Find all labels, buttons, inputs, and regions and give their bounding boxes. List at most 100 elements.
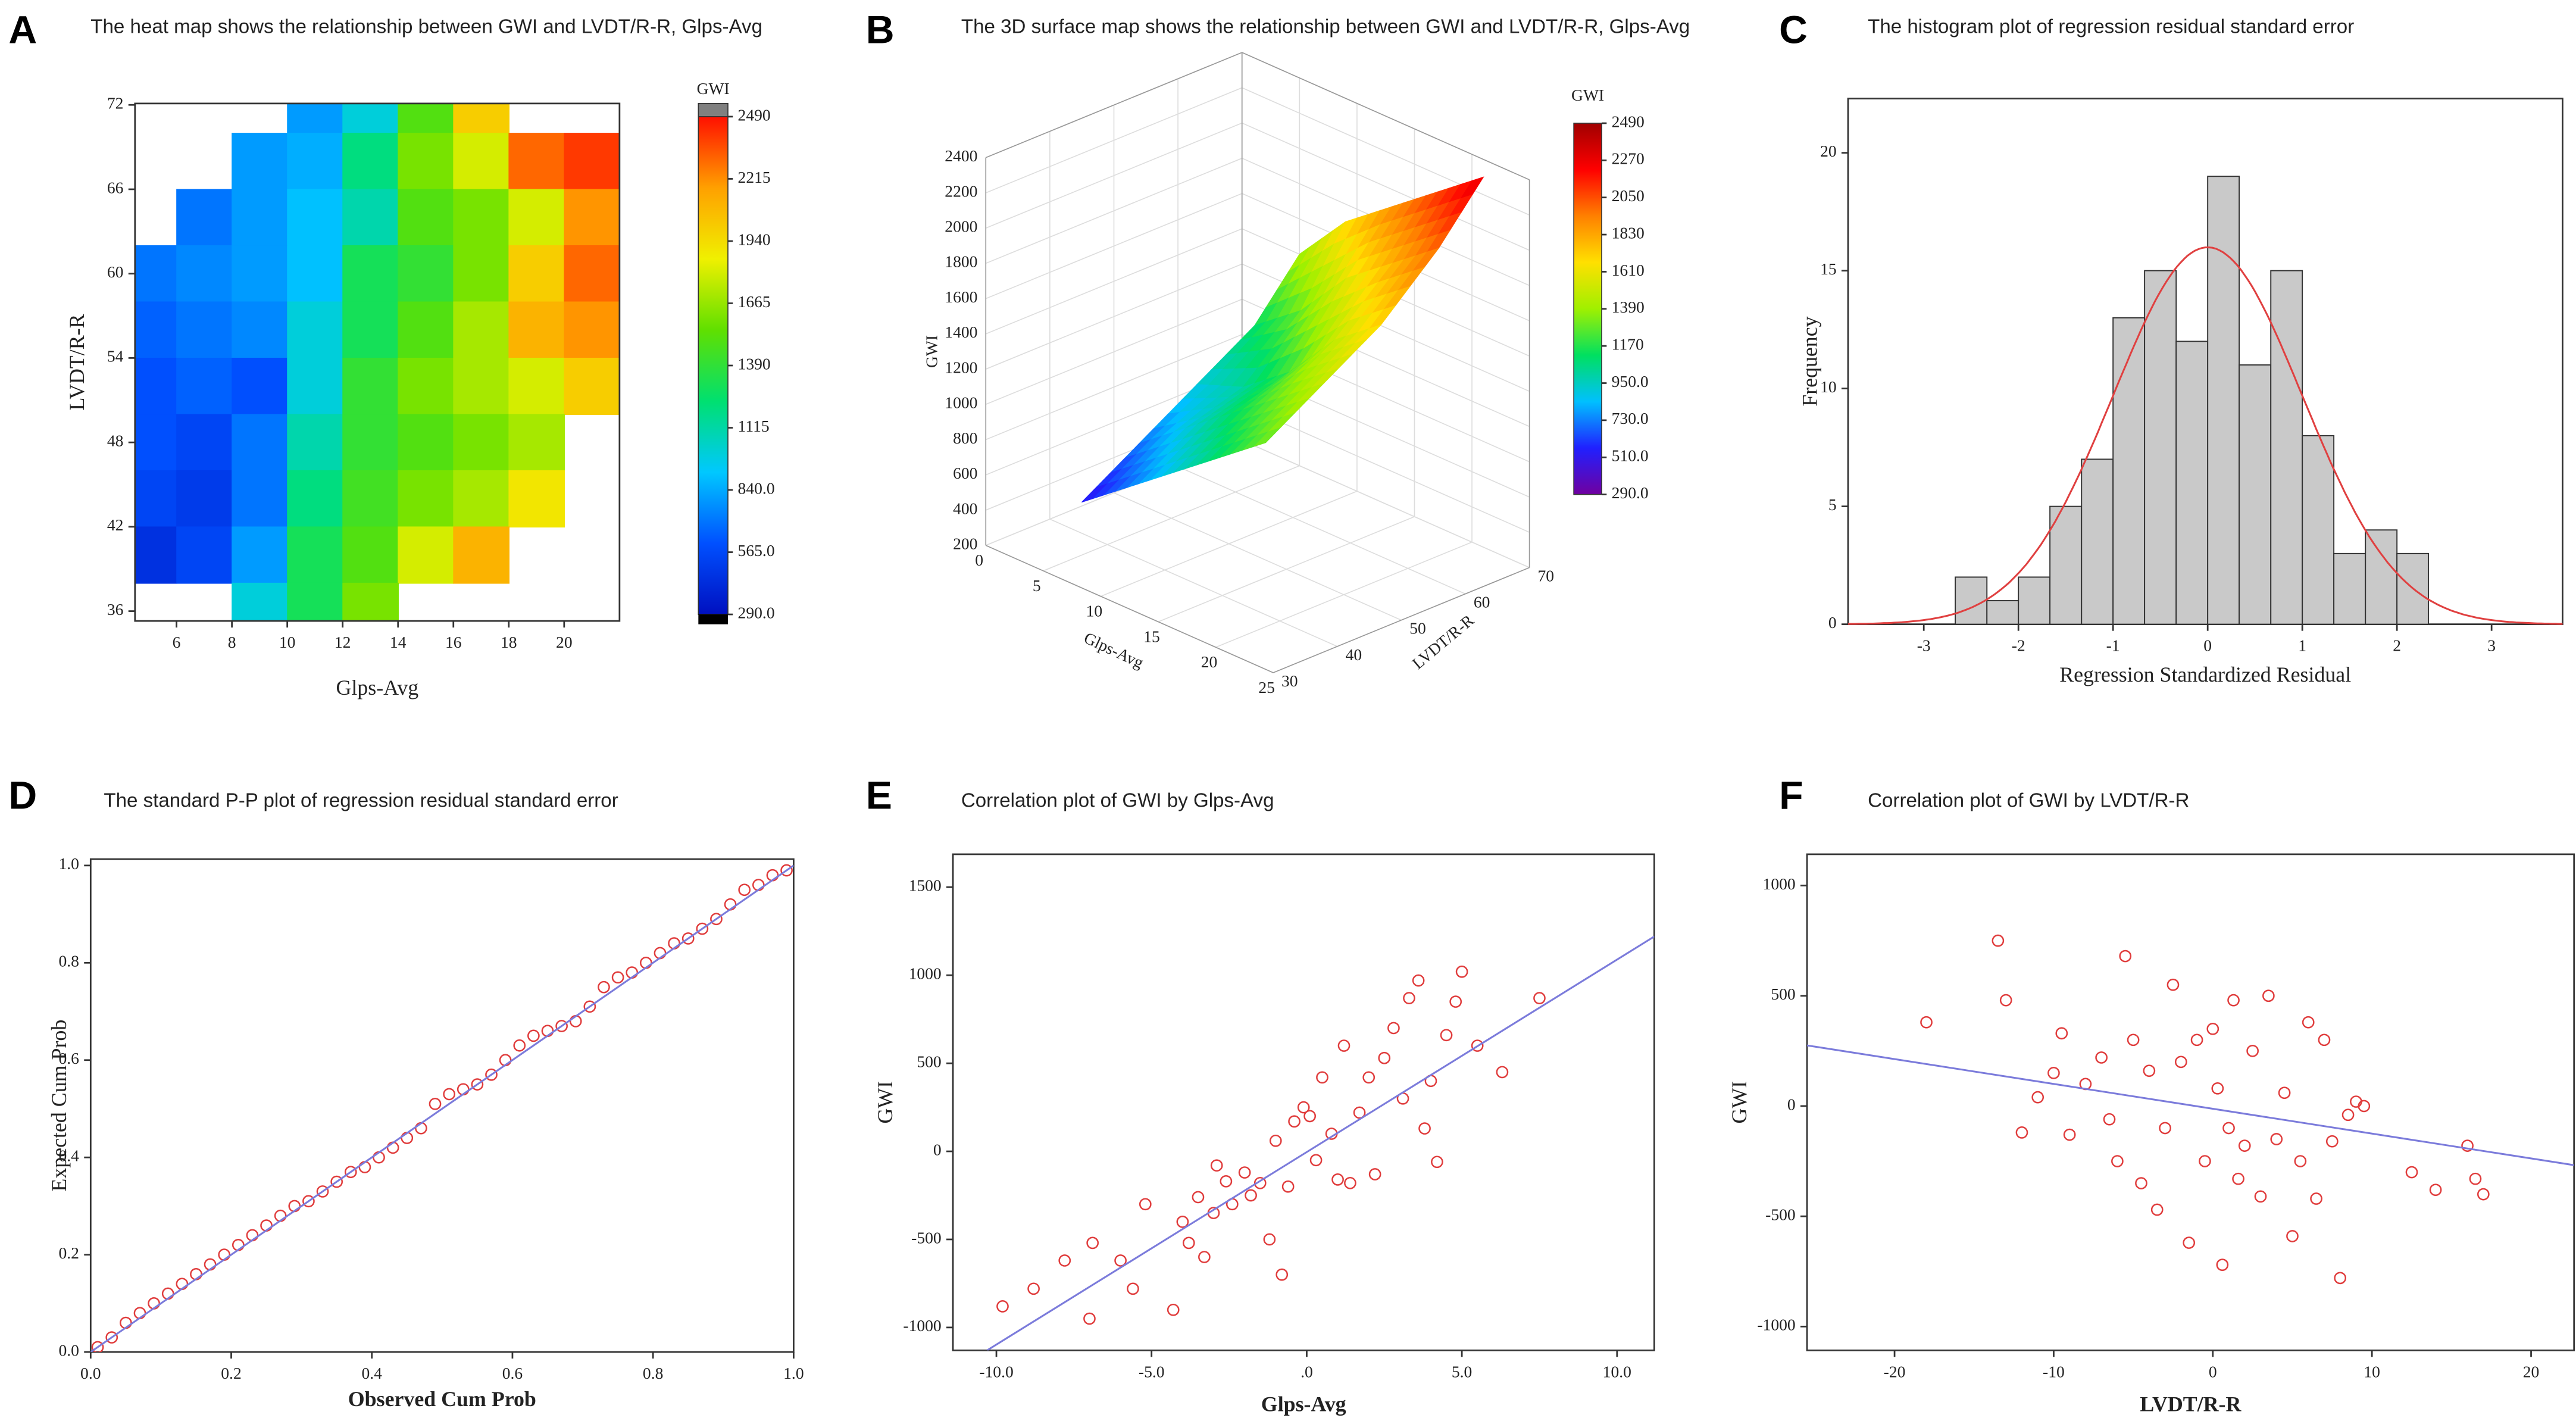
floor-grid <box>1242 439 1530 569</box>
heat-cell <box>453 357 510 416</box>
axes: -10.0 -5.0 .0 5.0 10.0 -1000 -500 0 500 1000 1500 G… <box>873 876 1631 1416</box>
heat-cell <box>342 133 399 190</box>
y-tick-label: 70 <box>1537 566 1554 585</box>
heat-cell <box>398 189 455 246</box>
point <box>2119 950 2132 963</box>
point <box>1127 1282 1139 1295</box>
heat-cell <box>342 582 399 622</box>
z-tick-label: 1600 <box>945 288 977 306</box>
point <box>2341 1108 2355 1122</box>
point <box>2477 1188 2490 1201</box>
heat-cell <box>508 133 565 190</box>
heat-cell <box>287 526 343 584</box>
point <box>2270 1133 2283 1145</box>
axes: -20 -10 0 10 20 -1000 -500 0 500 1000 LVDT/R-R GWI <box>1727 875 2539 1416</box>
point <box>681 932 695 945</box>
point <box>2278 1086 2291 1100</box>
point <box>1253 1176 1267 1189</box>
heat-cell <box>287 470 343 528</box>
bar <box>2207 176 2240 625</box>
point <box>1455 965 1468 978</box>
point <box>1210 1159 1223 1172</box>
x-axis-label: Glps-Avg <box>336 676 418 699</box>
x-tick-label: 10 <box>1086 602 1103 620</box>
y-tick-label: 0 <box>933 1140 942 1158</box>
normal-curve <box>1848 246 2563 625</box>
point <box>2159 1122 2171 1135</box>
y-tick-label: 40 <box>1346 645 1362 664</box>
x-tick-label: 8 <box>228 633 236 651</box>
heat-cell <box>176 470 233 528</box>
point <box>2227 994 2240 1007</box>
colorbar-tick-label: 840.0 <box>738 479 775 497</box>
colorbar <box>1573 123 1602 495</box>
point <box>2429 1183 2442 1197</box>
heat-cell <box>287 103 343 134</box>
point <box>1269 1134 1282 1147</box>
point <box>1331 1173 1344 1186</box>
point <box>2358 1100 2371 1113</box>
point <box>1387 1022 1400 1035</box>
panel-letter: D <box>8 774 37 818</box>
heat-cell <box>176 245 233 303</box>
heat-cell <box>176 526 233 584</box>
point <box>2015 1126 2028 1139</box>
axes: 0.0 0.2 0.4 0.6 0.8 1.0 0.0 0.2 0.4 0.6 0.8 1.0 Obse… <box>47 854 804 1411</box>
plot-area <box>90 864 794 1353</box>
heat-cell <box>342 245 399 303</box>
point <box>2103 1113 2116 1126</box>
x-tick-label: 10.0 <box>1603 1362 1631 1381</box>
x-tick-label: -5.0 <box>1139 1362 1165 1381</box>
x-tick-label: 0.2 <box>221 1364 241 1382</box>
x-tick-label: 20 <box>556 633 573 651</box>
point <box>1276 1268 1289 1281</box>
point <box>1182 1236 1195 1250</box>
heat-cell <box>453 103 510 134</box>
x-tick-label: -20 <box>1884 1362 1906 1381</box>
y-tick-label: 0.6 <box>58 1049 79 1067</box>
heat-cell <box>287 357 343 416</box>
wall-grid <box>1242 122 1530 251</box>
heat-cell <box>342 301 399 359</box>
axes: 6 8 10 12 14 16 18 20 36 42 48 54 60 66 72 Glps-Avg LVDT… <box>65 94 572 700</box>
x-axis-label: Observed Cum Prob <box>348 1387 536 1411</box>
z-tick-label: 2000 <box>945 217 977 236</box>
y-tick-label: 500 <box>917 1052 941 1070</box>
x-tick-label: 0.8 <box>643 1364 663 1382</box>
bar <box>2239 364 2272 625</box>
point <box>2190 1033 2203 1047</box>
floor-grid <box>1114 492 1402 621</box>
point <box>1238 1166 1251 1179</box>
colorbar-tick-label: 565.0 <box>738 541 775 560</box>
heat-cell <box>564 301 620 359</box>
point <box>1440 1029 1453 1042</box>
heat-cell <box>287 301 343 359</box>
bar <box>2018 576 2051 625</box>
y-tick-label: 1000 <box>909 964 942 983</box>
point <box>2063 1128 2076 1141</box>
heat-cell <box>232 470 288 528</box>
point <box>2238 1139 2251 1152</box>
colorbar-label: GWI <box>697 79 730 98</box>
point <box>2111 1155 2124 1167</box>
heat-cell <box>232 582 288 622</box>
heat-cell <box>453 301 510 359</box>
colorbar-tick-label: 2490 <box>738 105 771 124</box>
heat-cell <box>398 357 455 416</box>
x-tick-label: 0 <box>2203 636 2212 655</box>
point <box>555 1020 568 1032</box>
chart-title: Correlation plot of GWI by LVDT/R-R <box>1868 789 2189 811</box>
point <box>485 1068 498 1081</box>
panel-letter: B <box>866 8 895 52</box>
y-tick-label: -500 <box>911 1228 942 1247</box>
point <box>1027 1282 1040 1295</box>
y-tick-label: -1000 <box>903 1316 941 1335</box>
z-tick-label: 2200 <box>945 182 977 200</box>
point <box>1281 1180 1295 1193</box>
plot-frame <box>89 858 795 1353</box>
z-tick-label: 1000 <box>945 393 977 412</box>
point <box>583 1000 596 1013</box>
point <box>2183 1236 2196 1249</box>
heat-cell <box>453 526 510 584</box>
heat-cell <box>135 526 177 584</box>
